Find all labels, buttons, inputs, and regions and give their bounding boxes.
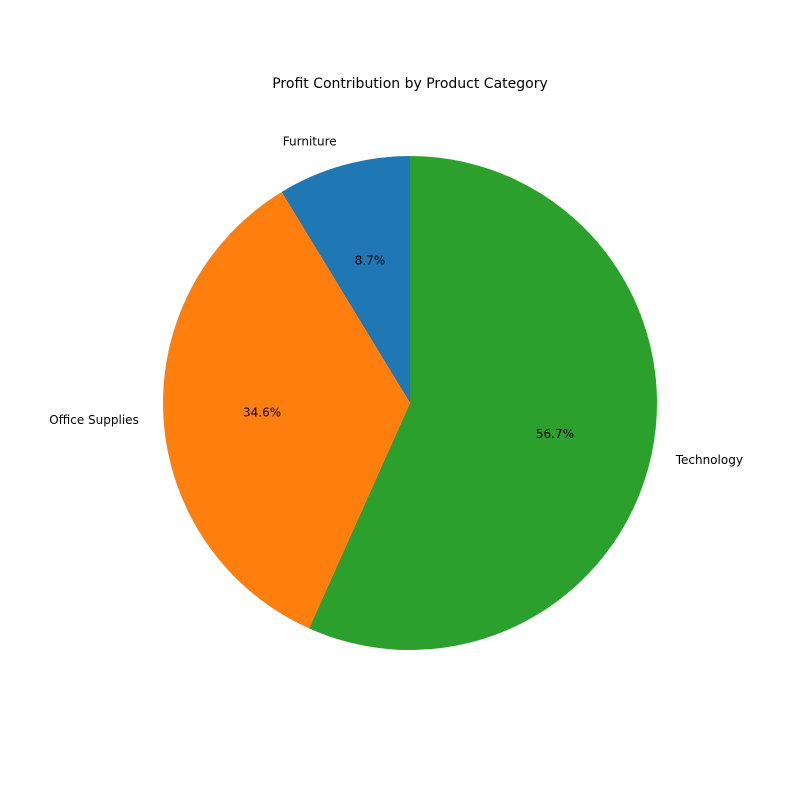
pie-slice-furniture: [281, 156, 410, 403]
slice-label-office-supplies: Office Supplies: [49, 413, 139, 427]
slice-label-technology: Technology: [675, 453, 743, 467]
pct-label-furniture: 8.7%: [355, 253, 386, 267]
pie-slice-office-supplies: [163, 191, 410, 629]
slice-label-furniture: Furniture: [283, 134, 337, 148]
pie-slices: [163, 156, 657, 650]
chart-title: Profit Contribution by Product Category: [272, 76, 548, 92]
pie-slice-technology: [309, 156, 657, 650]
pct-label-technology: 56.7%: [536, 427, 574, 441]
pct-label-office-supplies: 34.6%: [243, 405, 281, 419]
pie-labels: Furniture 8.7% Office Supplies 34.6% Technol…: [49, 134, 743, 466]
